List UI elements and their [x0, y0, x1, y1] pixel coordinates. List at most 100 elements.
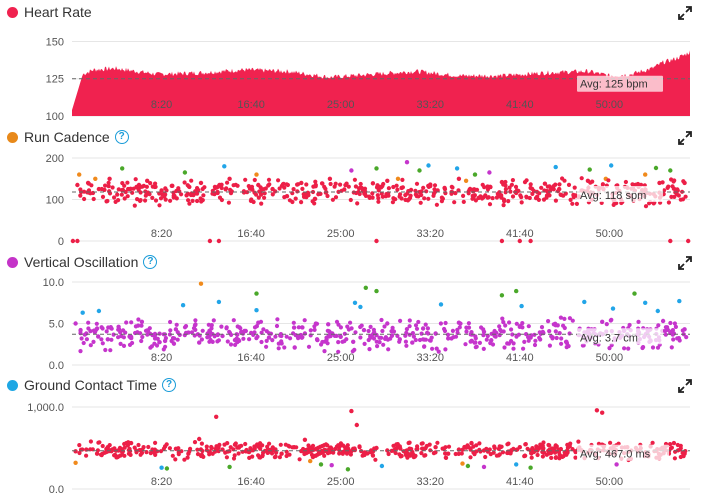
data-point: [139, 323, 144, 328]
data-point: [241, 336, 246, 341]
data-point: [310, 443, 316, 448]
data-point: [503, 190, 508, 195]
data-point: [77, 172, 82, 177]
data-point: [329, 463, 334, 468]
data-point: [672, 456, 678, 461]
data-point: [668, 238, 673, 244]
data-point: [155, 336, 160, 341]
data-point: [88, 343, 93, 348]
data-point: [553, 450, 558, 455]
data-point: [139, 319, 145, 324]
data-point: [261, 187, 266, 192]
data-point: [491, 450, 496, 455]
data-point: [270, 192, 275, 197]
x-tick-label: 25:00: [327, 99, 355, 111]
data-point: [215, 190, 220, 196]
data-point: [374, 288, 379, 294]
data-point: [443, 347, 448, 352]
data-point: [481, 333, 486, 338]
data-point: [463, 342, 468, 347]
data-point: [650, 440, 655, 445]
data-point: [493, 334, 498, 339]
data-point: [549, 455, 554, 460]
data-point: [199, 337, 204, 342]
data-point: [100, 341, 105, 346]
data-point: [174, 322, 179, 327]
data-point: [187, 201, 192, 206]
data-point: [407, 318, 412, 323]
data-point: [164, 188, 169, 193]
expand-icon[interactable]: [678, 131, 692, 145]
data-point: [468, 455, 473, 460]
data-point: [419, 451, 424, 456]
data-point: [158, 449, 164, 454]
data-point: [273, 334, 278, 339]
data-point: [398, 318, 403, 323]
data-point: [259, 201, 264, 206]
data-point: [417, 168, 422, 173]
data-point: [607, 346, 612, 351]
data-point: [580, 343, 586, 348]
data-point: [243, 441, 248, 447]
data-point: [308, 328, 313, 333]
data-point: [196, 188, 201, 193]
data-point: [103, 450, 108, 455]
data-point: [530, 186, 535, 191]
data-point: [272, 455, 277, 460]
data-point: [370, 333, 375, 338]
help-icon[interactable]: ?: [143, 255, 158, 269]
data-point: [490, 196, 495, 201]
data-point: [210, 191, 215, 196]
data-point: [510, 332, 515, 337]
data-point: [105, 337, 111, 342]
help-icon[interactable]: ?: [114, 130, 129, 144]
data-point: [551, 184, 556, 189]
data-point: [291, 320, 296, 325]
data-point: [506, 441, 511, 446]
expand-icon[interactable]: [678, 256, 692, 270]
data-point: [182, 170, 188, 175]
data-point: [395, 333, 400, 338]
data-point: [573, 193, 578, 198]
panel-title: Ground Contact Time: [24, 377, 158, 393]
data-point: [204, 448, 209, 453]
data-point: [663, 325, 669, 330]
data-point: [630, 182, 635, 187]
data-point: [278, 442, 283, 447]
data-point: [627, 322, 632, 328]
data-point: [473, 198, 478, 203]
data-point: [671, 337, 676, 342]
data-point: [116, 187, 121, 192]
data-point: [573, 455, 578, 460]
x-tick-label: 33:20: [416, 228, 444, 240]
data-point: [442, 446, 447, 451]
data-point: [483, 193, 488, 198]
data-point: [78, 349, 83, 354]
data-point: [259, 192, 264, 197]
data-point: [201, 193, 206, 198]
data-point: [386, 451, 391, 457]
data-point: [152, 184, 157, 190]
data-point: [375, 344, 380, 349]
data-point: [466, 321, 471, 326]
data-point: [77, 450, 82, 456]
data-point: [499, 293, 505, 298]
data-point: [626, 346, 631, 351]
data-point: [266, 183, 271, 188]
data-point: [404, 160, 410, 165]
data-point: [232, 453, 237, 458]
data-point: [553, 329, 558, 334]
data-point: [175, 330, 180, 335]
data-point: [459, 451, 464, 456]
data-point: [225, 449, 230, 454]
data-point: [446, 451, 451, 456]
data-point: [391, 329, 397, 334]
expand-icon[interactable]: [678, 379, 692, 393]
data-point: [510, 178, 515, 183]
data-point: [352, 177, 357, 182]
data-point: [295, 189, 300, 194]
expand-icon[interactable]: [678, 6, 692, 20]
data-point: [318, 462, 324, 467]
help-icon[interactable]: ?: [162, 378, 177, 392]
data-point: [266, 177, 272, 182]
